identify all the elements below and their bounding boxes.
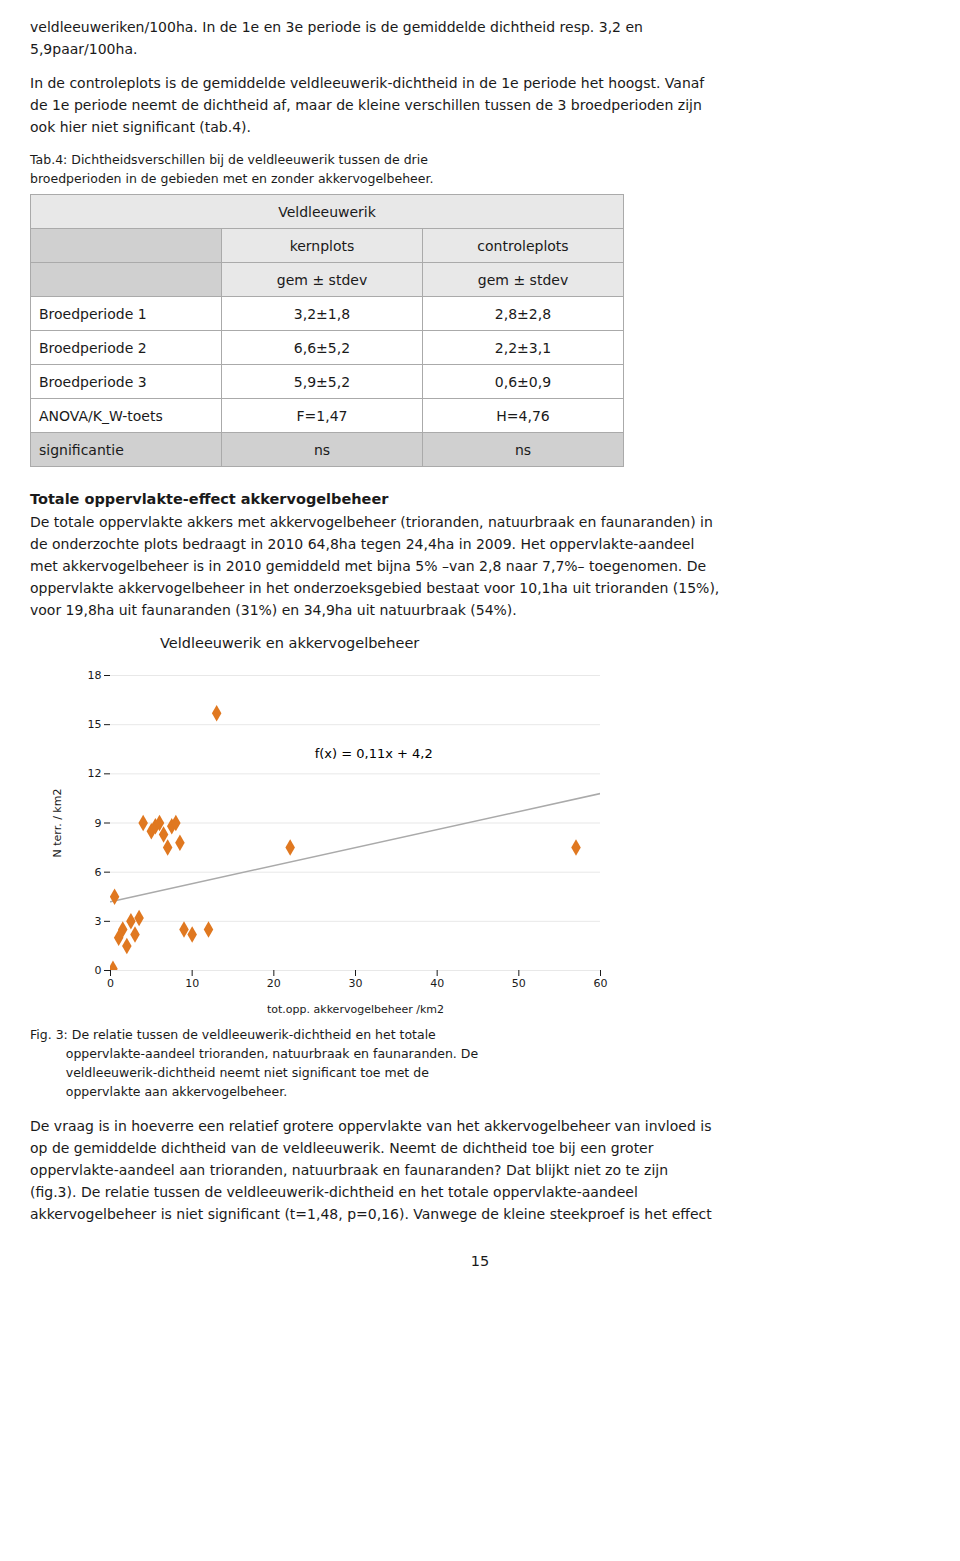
svg-text:6: 6 — [95, 866, 102, 879]
html-text:oppervlakte-aandeel trioranden: oppervlakte-aandeel trioranden, natuurbr… — [30, 1046, 479, 1061]
svg-text:10: 10 — [185, 977, 199, 990]
html-text:gem ± stdev: gem ± stdev — [276, 271, 368, 288]
html-text:Fig. 3: De relatie tussen de v: Fig. 3: De relatie tussen de veldleeuwer… — [30, 1027, 436, 1042]
svg-text:3: 3 — [95, 915, 102, 928]
html-text:de onderzochte plots bedraagt: de onderzochte plots bedraagt in 2010 64… — [30, 536, 695, 552]
html-text:ns: ns — [514, 441, 532, 458]
html-text:H=4,76: H=4,76 — [496, 407, 550, 424]
html-text:controleplots: controleplots — [477, 237, 569, 254]
svg-text:60: 60 — [594, 977, 608, 990]
html-text:Veldleeuwerik: Veldleeuwerik — [278, 203, 376, 220]
html-text:ANOVA/K_W-toets: ANOVA/K_W-toets — [39, 407, 163, 424]
html-text:F=1,47: F=1,47 — [296, 407, 348, 424]
svg-text:50: 50 — [512, 977, 526, 990]
html-text:Broedperiode 3: Broedperiode 3 — [39, 373, 147, 390]
html-text:met akkervogelbeheer is in 201: met akkervogelbeheer is in 2010 gemiddel… — [30, 558, 707, 574]
html-text:ns: ns — [313, 441, 331, 458]
svg-text:18: 18 — [88, 669, 102, 682]
svg-text:12: 12 — [88, 767, 102, 780]
svg-text:30: 30 — [349, 977, 363, 990]
html-text:5,9±5,2: 5,9±5,2 — [293, 373, 351, 390]
html-text:In de controleplots is de gemi: In de controleplots is de gemiddelde vel… — [30, 75, 705, 91]
html-text:2,8±2,8: 2,8±2,8 — [494, 305, 552, 322]
html-text:significantie: significantie — [39, 441, 124, 458]
html-text:de 1e periode neemt de dichthe: de 1e periode neemt de dichtheid af, maa… — [30, 97, 702, 113]
html-text:15: 15 — [470, 1253, 490, 1269]
html-text:kernplots: kernplots — [289, 237, 355, 254]
svg-text:0: 0 — [95, 964, 102, 977]
html-text:voor 19,8ha uit faunaranden (3: voor 19,8ha uit faunaranden (31%) en 34,… — [30, 602, 517, 618]
html-text:De totale oppervlakte akkers m: De totale oppervlakte akkers met akkervo… — [30, 514, 713, 530]
html-text:0,6±0,9: 0,6±0,9 — [494, 373, 552, 390]
html-text:(fig.3). De relatie tussen de: (fig.3). De relatie tussen de veldleeuwe… — [30, 1184, 638, 1200]
svg-text:9: 9 — [95, 817, 102, 830]
html-text:veldleeuwerik-dichtheid neemt: veldleeuwerik-dichtheid neemt niet signi… — [30, 1065, 429, 1080]
html-text:6,6±5,2: 6,6±5,2 — [293, 339, 351, 356]
html-text:gem ± stdev: gem ± stdev — [477, 271, 569, 288]
html-text:ook hier niet significant (tab: ook hier niet significant (tab.4). — [30, 119, 251, 135]
svg-text:0: 0 — [107, 977, 114, 990]
html-text:op de gemiddelde dichtheid van: op de gemiddelde dichtheid van de veldle… — [30, 1140, 654, 1156]
html-text:veldleeuweriken/100ha. In de 1: veldleeuweriken/100ha. In de 1e en 3e pe… — [30, 19, 643, 35]
html-text:oppervlakte akkervogelbeheer i: oppervlakte akkervogelbeheer in het onde… — [30, 580, 720, 596]
svg-text:tot.opp. akkervogelbeheer /km2: tot.opp. akkervogelbeheer /km2 — [267, 1003, 444, 1016]
html-text:broedperioden in de gebieden m: broedperioden in de gebieden met en zond… — [30, 171, 434, 186]
html-text:3,2±1,8: 3,2±1,8 — [293, 305, 351, 322]
html-text:5,9paar/100ha.: 5,9paar/100ha. — [30, 41, 138, 57]
html-text:akkervogelbeheer is niet signi: akkervogelbeheer is niet significant (t=… — [30, 1206, 712, 1222]
html-text:Totale oppervlakte-effect akke: Totale oppervlakte-effect akkervogelbehe… — [30, 491, 389, 507]
svg-text:N terr. / km2: N terr. / km2 — [51, 789, 64, 858]
html-text:2,2±3,1: 2,2±3,1 — [494, 339, 552, 356]
html-text:Broedperiode 1: Broedperiode 1 — [39, 305, 147, 322]
html-text:Veldleeuwerik en akkervogelbeh: Veldleeuwerik en akkervogelbeheer — [160, 635, 420, 651]
html-text:Tab.4: Dichtheidsverschillen b: Tab.4: Dichtheidsverschillen bij de veld… — [30, 152, 428, 167]
svg-text:40: 40 — [430, 977, 444, 990]
svg-text:15: 15 — [88, 718, 102, 731]
html-text:De vraag is in hoeverre een re: De vraag is in hoeverre een relatief gro… — [30, 1118, 712, 1134]
svg-text:20: 20 — [267, 977, 281, 990]
html-text:Broedperiode 2: Broedperiode 2 — [39, 339, 147, 356]
html-text:oppervlakte-aandeel aan triora: oppervlakte-aandeel aan trioranden, natu… — [30, 1162, 668, 1178]
html-text:oppervlakte aan akkervogelbehe: oppervlakte aan akkervogelbeheer. — [30, 1084, 288, 1099]
svg-text:f(x) = 0,11x + 4,2: f(x) = 0,11x + 4,2 — [315, 746, 433, 761]
